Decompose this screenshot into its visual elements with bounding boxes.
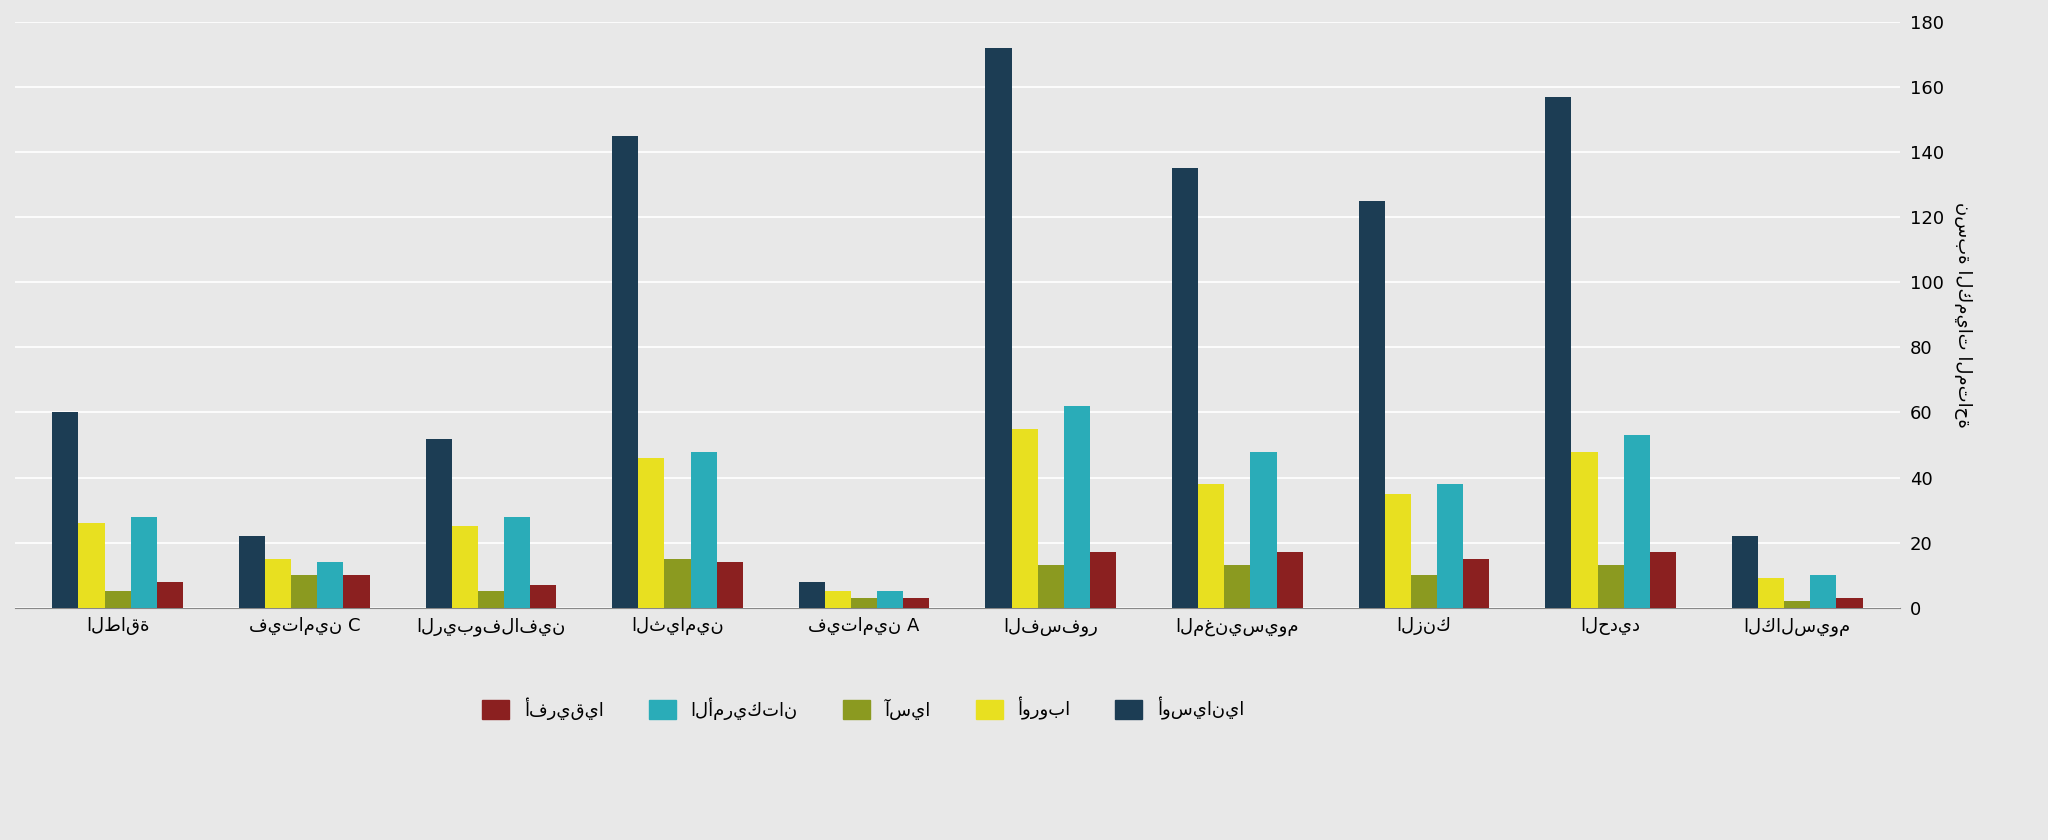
Bar — [690, 452, 717, 607]
Bar — [1251, 452, 1276, 607]
Bar — [1063, 406, 1090, 607]
Bar — [131, 517, 158, 607]
Bar — [1411, 575, 1438, 607]
Bar — [240, 536, 264, 607]
Bar — [1571, 452, 1597, 607]
Bar — [1837, 598, 1862, 607]
Bar — [1462, 559, 1489, 607]
Bar — [1038, 565, 1063, 607]
Bar — [639, 458, 664, 607]
Bar — [903, 598, 930, 607]
Bar — [1090, 553, 1116, 607]
Bar — [504, 517, 530, 607]
Bar — [985, 48, 1012, 607]
Y-axis label: نسبة الكميات المتاحة: نسبة الكميات المتاحة — [1954, 202, 1972, 428]
Bar — [477, 591, 504, 607]
Bar — [1276, 553, 1303, 607]
Bar — [1171, 169, 1198, 607]
Bar — [1546, 97, 1571, 607]
Bar — [104, 591, 131, 607]
Bar — [530, 585, 557, 607]
Bar — [1757, 579, 1784, 607]
Bar — [1384, 494, 1411, 607]
Bar — [717, 562, 743, 607]
Bar — [317, 562, 344, 607]
Bar — [1012, 428, 1038, 607]
Bar — [53, 412, 78, 607]
Bar — [664, 559, 690, 607]
Bar — [799, 581, 825, 607]
Bar — [1358, 201, 1384, 607]
Bar — [1733, 536, 1757, 607]
Legend: أفريقيا, الأمريكتان, آسيا, أوروبا, أوسيانيا: أفريقيا, الأمريكتان, آسيا, أوروبا, أوسيا… — [475, 690, 1251, 727]
Bar — [1438, 484, 1462, 607]
Bar — [1225, 565, 1251, 607]
Bar — [825, 591, 852, 607]
Bar — [1651, 553, 1675, 607]
Bar — [264, 559, 291, 607]
Bar — [453, 527, 477, 607]
Bar — [612, 136, 639, 607]
Bar — [344, 575, 369, 607]
Bar — [78, 523, 104, 607]
Bar — [426, 438, 453, 607]
Bar — [1597, 565, 1624, 607]
Bar — [852, 598, 877, 607]
Bar — [158, 581, 182, 607]
Bar — [1784, 601, 1810, 607]
Bar — [1810, 575, 1837, 607]
Bar — [1624, 435, 1651, 607]
Bar — [877, 591, 903, 607]
Bar — [291, 575, 317, 607]
Bar — [1198, 484, 1225, 607]
